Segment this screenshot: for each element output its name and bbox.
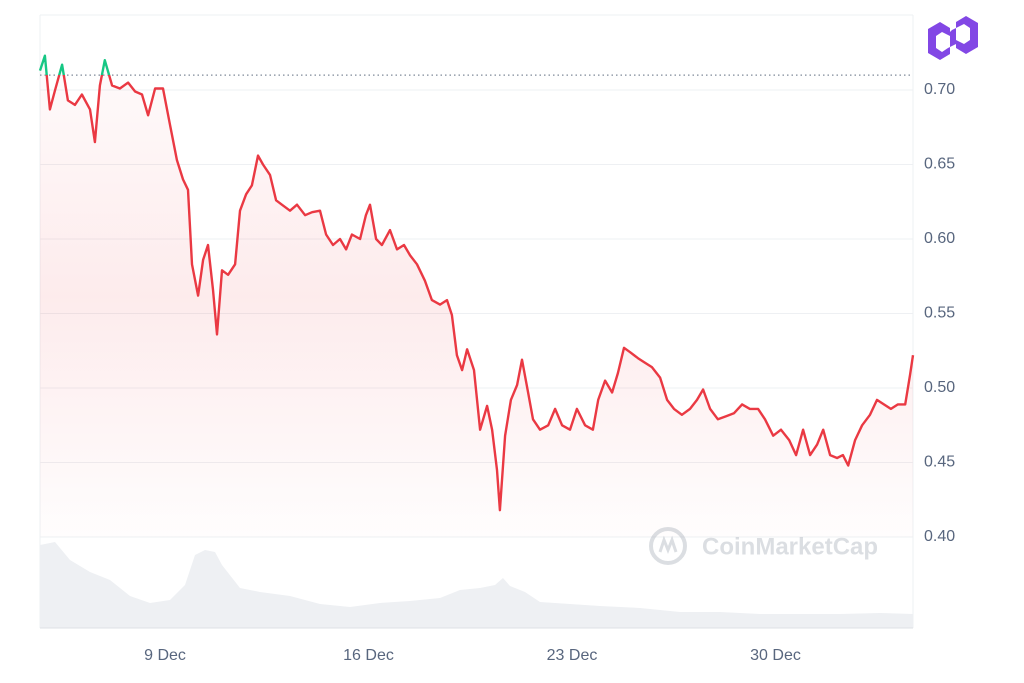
x-tick-label: 9 Dec	[144, 647, 186, 664]
y-tick-label: 0.60	[924, 230, 955, 247]
watermark-logo	[649, 527, 687, 565]
y-tick-label: 0.55	[924, 305, 955, 322]
watermark-logo	[658, 535, 678, 555]
area-fill	[40, 55, 913, 537]
y-tick-label: 0.65	[924, 156, 955, 173]
price-line	[38, 54, 915, 512]
y-tick-label: 0.70	[924, 81, 955, 98]
plot	[38, 54, 915, 537]
x-tick-label: 16 Dec	[343, 647, 394, 664]
volume-area	[40, 542, 913, 628]
y-tick-label: 0.40	[924, 528, 955, 545]
token-logo	[928, 16, 978, 60]
watermark: CoinMarketCap	[649, 527, 878, 565]
watermark-text: CoinMarketCap	[702, 533, 878, 560]
x-tick-label: 23 Dec	[547, 647, 598, 664]
y-tick-label: 0.50	[924, 379, 955, 396]
x-tick-label: 30 Dec	[750, 647, 801, 664]
y-tick-label: 0.45	[924, 454, 955, 471]
